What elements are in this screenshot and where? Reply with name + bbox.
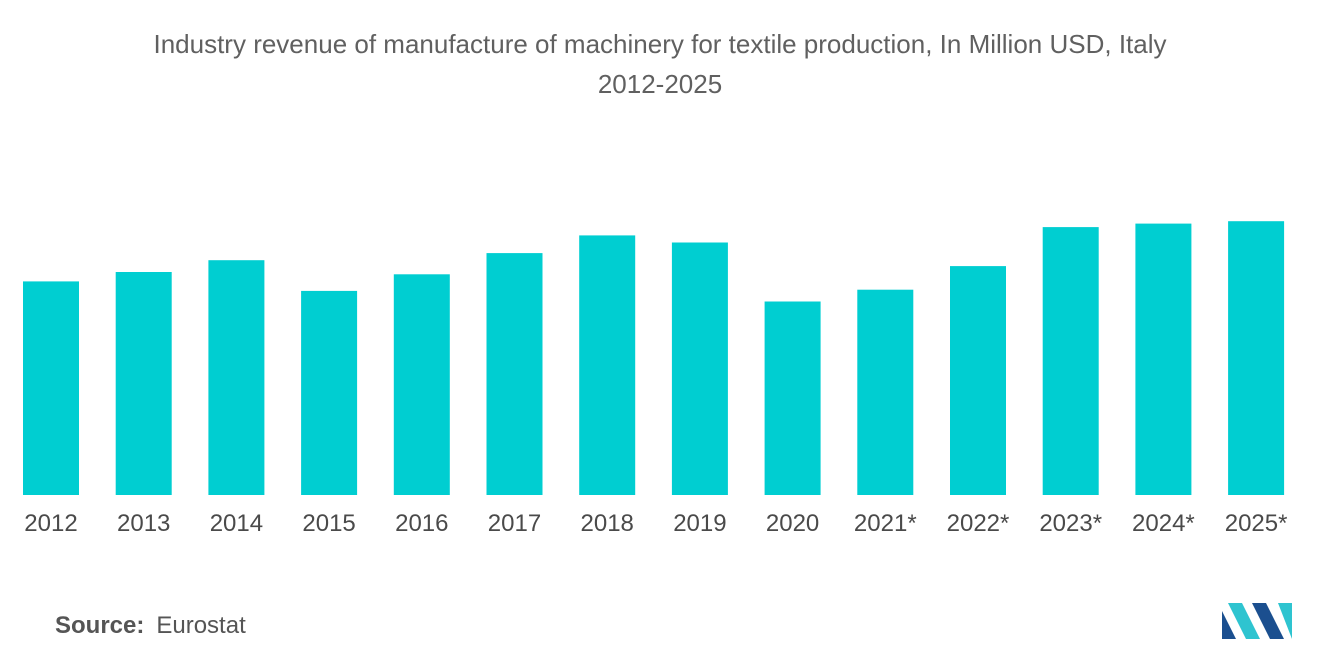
- bar-2016: [393, 274, 450, 495]
- bar-2021-forecast: [857, 289, 914, 495]
- source-value: Eurostat: [156, 612, 246, 639]
- bar-2025-forecast: [1228, 221, 1285, 495]
- x-tick-label: 2025*: [1225, 510, 1288, 537]
- x-tick-label: 2021*: [854, 510, 917, 537]
- chart-title: Industry revenue of manufacture of machi…: [0, 24, 1320, 104]
- mordor-intelligence-logo-icon: [1222, 603, 1292, 639]
- x-tick-label: 2019: [673, 510, 726, 537]
- source-note: Source: Eurostat: [55, 612, 246, 640]
- x-tick-label: 2012: [24, 510, 77, 537]
- bar-2023-forecast: [1042, 227, 1099, 495]
- source-label: Source:: [55, 612, 145, 639]
- bar-2013: [115, 272, 172, 495]
- bar-2018: [579, 235, 636, 495]
- bar-2024-forecast: [1135, 223, 1192, 495]
- bar-2017: [486, 253, 543, 495]
- bar-2015: [301, 290, 358, 495]
- x-tick-label: 2024*: [1132, 510, 1195, 537]
- bar-2012: [23, 281, 79, 495]
- x-tick-label: 2023*: [1039, 510, 1102, 537]
- bar-chart: 2012 2013 2014 2015 2016 2017 2018 2019 2020 2021…: [23, 221, 1288, 537]
- x-tick-label: 2016: [395, 510, 448, 537]
- x-tick-label: 2013: [117, 510, 170, 537]
- chart-title-line-1: Industry revenue of manufacture of machi…: [153, 29, 1167, 59]
- x-tick-label: 2020: [766, 510, 819, 537]
- x-tick-label: 2018: [581, 510, 634, 537]
- x-tick-label: 2022*: [947, 510, 1010, 537]
- x-tick-label: 2015: [302, 510, 355, 537]
- bar-2019: [671, 242, 728, 495]
- bar-2022-forecast: [950, 266, 1006, 495]
- x-tick-label: 2017: [488, 510, 541, 537]
- bar-2014: [208, 260, 265, 495]
- bar-2020: [764, 301, 821, 495]
- x-tick-label: 2014: [210, 510, 263, 537]
- chart-title-line-2: 2012-2025: [597, 69, 723, 99]
